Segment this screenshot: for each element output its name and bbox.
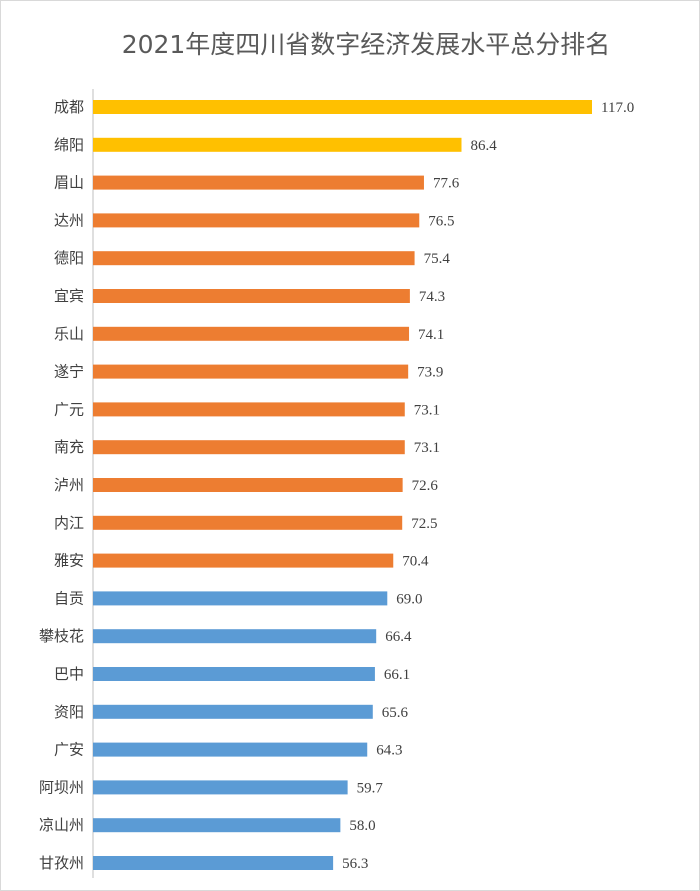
category-label: 南充 (54, 438, 84, 456)
bar-0 (93, 100, 592, 114)
category-label: 达州 (54, 211, 84, 229)
bar-2 (93, 175, 424, 190)
bar-3 (93, 213, 420, 228)
category-label: 广元 (54, 400, 84, 418)
category-label: 阿坝州 (39, 778, 84, 796)
category-label: 甘孜州 (39, 854, 84, 872)
bar-5 (93, 289, 410, 303)
value-label: 70.4 (402, 554, 429, 570)
category-label: 乐山 (54, 325, 84, 343)
value-label: 73.9 (417, 365, 443, 381)
category-label: 绵阳 (54, 136, 84, 154)
bar-16 (93, 704, 373, 719)
chart-title: 2021年度四川省数字经济发展水平总分排名 (122, 30, 611, 59)
value-label: 72.5 (411, 516, 437, 532)
category-label: 遂宁 (54, 363, 84, 381)
value-label: 58.0 (349, 818, 375, 834)
category-label: 德阳 (54, 249, 84, 267)
value-label: 69.0 (396, 591, 422, 607)
value-label: 75.4 (424, 251, 451, 267)
bar-10 (93, 478, 403, 492)
value-label: 73.1 (414, 402, 440, 418)
category-label: 攀枝花 (39, 627, 84, 645)
category-label: 成都 (54, 98, 84, 116)
bar-12 (93, 553, 394, 568)
category-label: 宜宾 (54, 287, 84, 305)
bar-8 (93, 402, 405, 417)
category-label: 巴中 (54, 665, 84, 683)
value-label: 59.7 (357, 780, 384, 796)
value-label: 86.4 (470, 138, 497, 154)
value-label: 72.6 (412, 478, 439, 494)
category-label: 广安 (54, 741, 84, 759)
value-label: 56.3 (342, 856, 368, 872)
value-label: 66.1 (384, 667, 410, 683)
value-label: 73.1 (414, 440, 440, 456)
bar-14 (93, 629, 377, 644)
value-label: 77.6 (433, 176, 460, 192)
bar-9 (93, 440, 405, 455)
bar-18 (93, 780, 348, 795)
category-labels-group: 成都绵阳眉山达州德阳宜宾乐山遂宁广元南充泸州内江雅安自贡攀枝花巴中资阳广安阿坝州… (39, 98, 84, 872)
category-label: 资阳 (54, 703, 84, 721)
value-label: 117.0 (601, 100, 634, 116)
bar-6 (93, 326, 410, 341)
value-labels-group: 117.0 86.4 77.6 76.5 75.4 74.3 74.1 73.9 73.1 73.… (342, 100, 634, 872)
category-label: 雅安 (54, 552, 84, 570)
value-label: 74.3 (419, 289, 445, 305)
bar-1 (93, 137, 462, 152)
value-label: 65.6 (382, 705, 409, 721)
category-label: 内江 (54, 514, 84, 532)
bar-17 (93, 742, 368, 757)
category-label: 泸州 (54, 476, 84, 494)
bar-4 (93, 251, 415, 266)
category-label: 自贡 (54, 589, 84, 607)
value-label: 66.4 (385, 629, 412, 645)
bar-13 (93, 591, 388, 606)
value-label: 64.3 (376, 743, 402, 759)
value-label: 76.5 (428, 213, 454, 229)
bar-15 (93, 667, 375, 681)
category-label: 凉山州 (39, 816, 84, 834)
bar-7 (93, 364, 409, 379)
bars-group (93, 100, 592, 870)
value-label: 74.1 (418, 327, 444, 343)
bar-19 (93, 818, 341, 833)
category-label: 眉山 (54, 174, 84, 192)
bar-11 (93, 515, 403, 530)
bar-20 (93, 856, 334, 870)
